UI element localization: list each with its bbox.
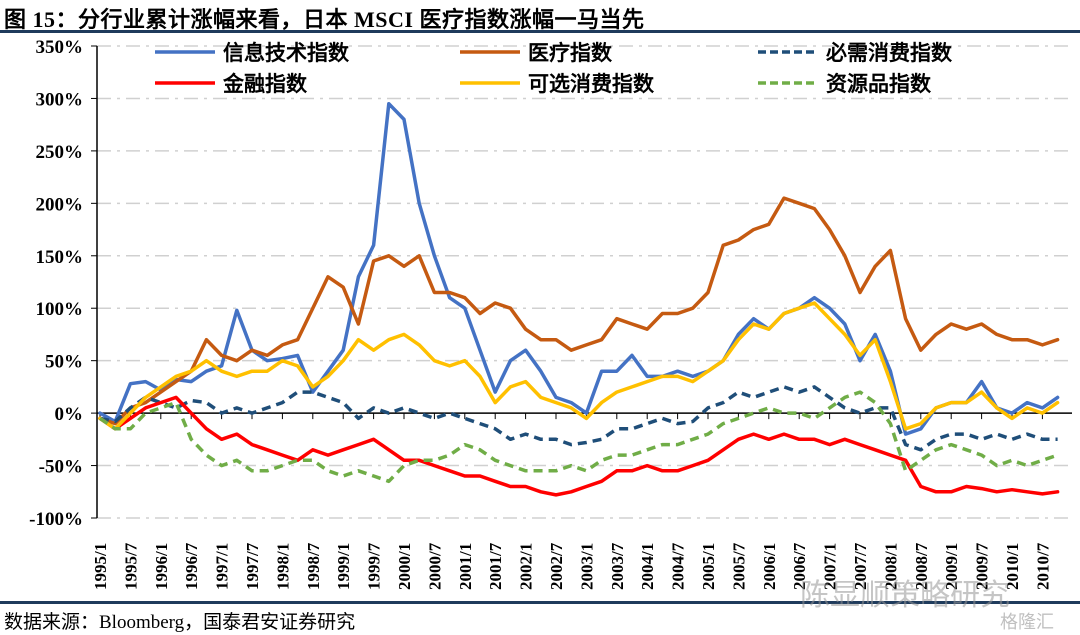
x-tick-label: 2008/7 <box>912 542 931 590</box>
source-note: 数据来源：Bloomberg，国泰君安证券研究 <box>4 612 356 633</box>
x-tick-label: 1998/1 <box>273 543 292 590</box>
x-tick-label: 2009/1 <box>942 543 961 590</box>
y-tick-label: 200% <box>36 194 84 215</box>
x-tick-label: 2007/7 <box>851 542 870 590</box>
series-line <box>98 395 1060 497</box>
y-tick-label: 250% <box>36 142 84 163</box>
series-line <box>99 390 1059 484</box>
legend-label: 可选消费指数 <box>528 72 655 96</box>
x-tick-label: 2001/1 <box>456 543 475 590</box>
legend-label: 必需消费指数 <box>826 41 953 65</box>
top-rule <box>0 30 1080 33</box>
x-tick-label: 2003/1 <box>577 543 596 590</box>
x-tick-label: 1996/1 <box>152 543 171 590</box>
series-line <box>98 301 1060 431</box>
y-tick-labels: -100% -50% 0% 50% 100% 150% 200% 250% 300% 350% <box>29 37 83 530</box>
x-tick-label: 1995/1 <box>91 543 110 590</box>
series-line <box>98 101 1060 436</box>
legend-label: 信息技术指数 <box>223 41 350 65</box>
series-line <box>98 196 1060 426</box>
x-tick-label: 2001/7 <box>486 542 505 590</box>
x-tick-label: 2010/7 <box>1033 542 1052 590</box>
x-tick-label: 2007/1 <box>821 543 840 590</box>
x-tick-label: 2003/7 <box>608 542 627 590</box>
x-tick-label: 2006/1 <box>760 543 779 590</box>
x-tick-labels: 1995/1 1995/7 1996/1 1996/7 1997/1 1997/7 1998… <box>91 542 1052 590</box>
bottom-rule <box>0 601 1080 604</box>
y-tick-label: 50% <box>45 352 83 373</box>
y-tick-label: 300% <box>36 89 84 110</box>
series-line <box>99 385 1058 452</box>
x-tick-label: 1996/7 <box>182 542 201 590</box>
legend-label: 医疗指数 <box>528 41 613 65</box>
y-tick-label: 0% <box>55 404 84 425</box>
y-tick-label: 350% <box>36 37 84 58</box>
x-tick-label: 1998/7 <box>304 542 323 590</box>
line-chart: -100% -50% 0% 50% 100% 150% 200% 250% 300% 350% 1… <box>29 37 1072 590</box>
x-tick-label: 2005/1 <box>699 543 718 590</box>
x-tick-label: 1999/1 <box>334 543 353 590</box>
axes <box>91 45 1072 519</box>
x-tick-label: 2002/1 <box>517 543 536 590</box>
legend-label: 金融指数 <box>222 72 308 96</box>
y-tick-label: -50% <box>39 457 83 478</box>
x-tick-label: 2000/7 <box>425 542 444 590</box>
watermark: 陈显顺策略研究 <box>800 578 1010 613</box>
x-tick-label: 1997/7 <box>243 542 262 590</box>
x-tick-label: 2004/7 <box>669 542 688 590</box>
y-tick-label: 150% <box>36 247 84 268</box>
x-tick-label: 1995/7 <box>121 542 140 590</box>
x-tick-label: 2009/7 <box>973 542 992 590</box>
x-tick-label: 2000/1 <box>395 543 414 590</box>
x-tick-label: 2005/7 <box>729 542 748 590</box>
y-tick-label: -100% <box>29 509 83 530</box>
y-tick-label: 100% <box>36 299 84 320</box>
x-tick-label: 2008/1 <box>881 543 900 590</box>
x-tick-label: 2010/1 <box>1003 543 1022 590</box>
figure-title: 图 15：分行业累计涨幅来看，日本 MSCI 医疗指数涨幅一马当先 <box>4 7 645 32</box>
x-tick-label: 1999/7 <box>365 542 384 590</box>
x-tick-label: 2004/1 <box>638 543 657 590</box>
series-lines <box>98 101 1060 497</box>
x-tick-label: 2006/7 <box>790 542 809 590</box>
x-tick-label: 2002/7 <box>547 542 566 590</box>
legend-label: 资源品指数 <box>826 72 932 96</box>
grid-lines <box>97 45 1072 519</box>
watermark-logo: 格隆汇 <box>1000 612 1054 633</box>
x-tick-label: 1997/1 <box>213 543 232 590</box>
